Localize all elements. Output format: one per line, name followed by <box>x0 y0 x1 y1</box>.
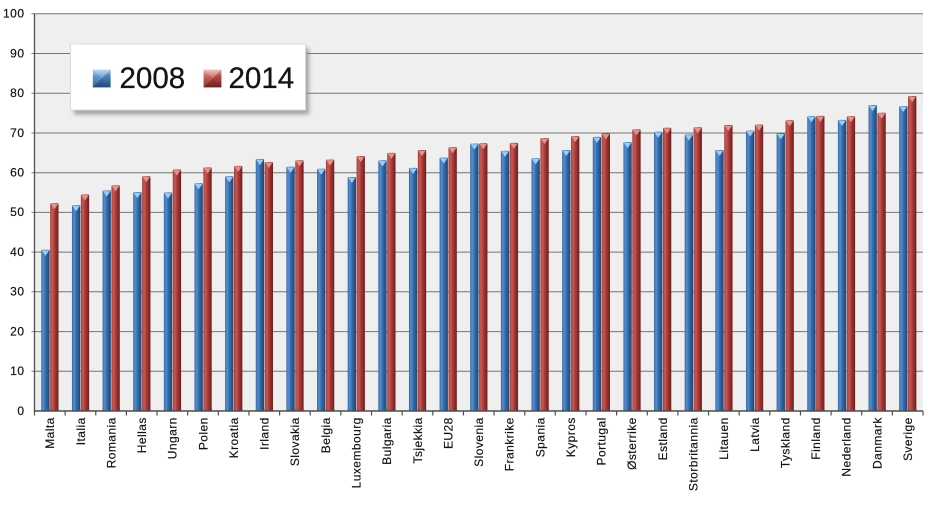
svg-text:60: 60 <box>10 166 24 180</box>
svg-text:Italia: Italia <box>74 417 88 445</box>
svg-text:70: 70 <box>10 126 24 140</box>
svg-text:2014: 2014 <box>229 62 295 95</box>
svg-text:Nederland: Nederland <box>840 417 854 476</box>
svg-text:80: 80 <box>10 86 24 100</box>
svg-text:40: 40 <box>10 245 24 259</box>
svg-text:Malta: Malta <box>43 417 57 449</box>
svg-text:Slovenia: Slovenia <box>472 417 486 467</box>
svg-text:Sverige: Sverige <box>901 417 915 461</box>
svg-text:100: 100 <box>3 7 25 21</box>
svg-text:Litauen: Litauen <box>717 417 731 460</box>
svg-text:50: 50 <box>10 205 24 219</box>
svg-text:Kypros: Kypros <box>564 417 578 457</box>
svg-text:Kroatia: Kroatia <box>227 417 241 458</box>
svg-text:Hellas: Hellas <box>135 417 149 453</box>
svg-text:0: 0 <box>17 404 24 418</box>
svg-text:Portugal: Portugal <box>595 417 609 465</box>
svg-text:Romania: Romania <box>104 417 118 468</box>
svg-text:20: 20 <box>10 324 24 338</box>
svg-text:Bulgaria: Bulgaria <box>380 417 394 465</box>
svg-text:Polen: Polen <box>196 417 210 450</box>
svg-text:Tsjekkia: Tsjekkia <box>411 417 425 463</box>
svg-text:Frankrike: Frankrike <box>503 417 517 471</box>
svg-text:2008: 2008 <box>120 62 186 95</box>
svg-text:Ungarn: Ungarn <box>166 417 180 459</box>
svg-text:Slovakia: Slovakia <box>288 417 302 466</box>
svg-text:Belgia: Belgia <box>319 417 333 453</box>
svg-text:Finland: Finland <box>809 417 823 460</box>
svg-text:Latvia: Latvia <box>748 417 762 452</box>
svg-text:Tyskland: Tyskland <box>778 417 792 468</box>
svg-text:30: 30 <box>10 285 24 299</box>
svg-text:90: 90 <box>10 46 24 60</box>
svg-text:Danmark: Danmark <box>870 417 884 469</box>
svg-text:EU28: EU28 <box>441 417 455 449</box>
svg-text:Spania: Spania <box>533 417 547 457</box>
svg-text:Luxembourg: Luxembourg <box>350 417 364 488</box>
svg-text:10: 10 <box>10 364 24 378</box>
svg-text:Østerrike: Østerrike <box>625 417 639 470</box>
svg-text:Storbritannia: Storbritannia <box>687 417 701 491</box>
svg-text:Irland: Irland <box>258 417 272 450</box>
svg-text:Estland: Estland <box>656 417 670 460</box>
